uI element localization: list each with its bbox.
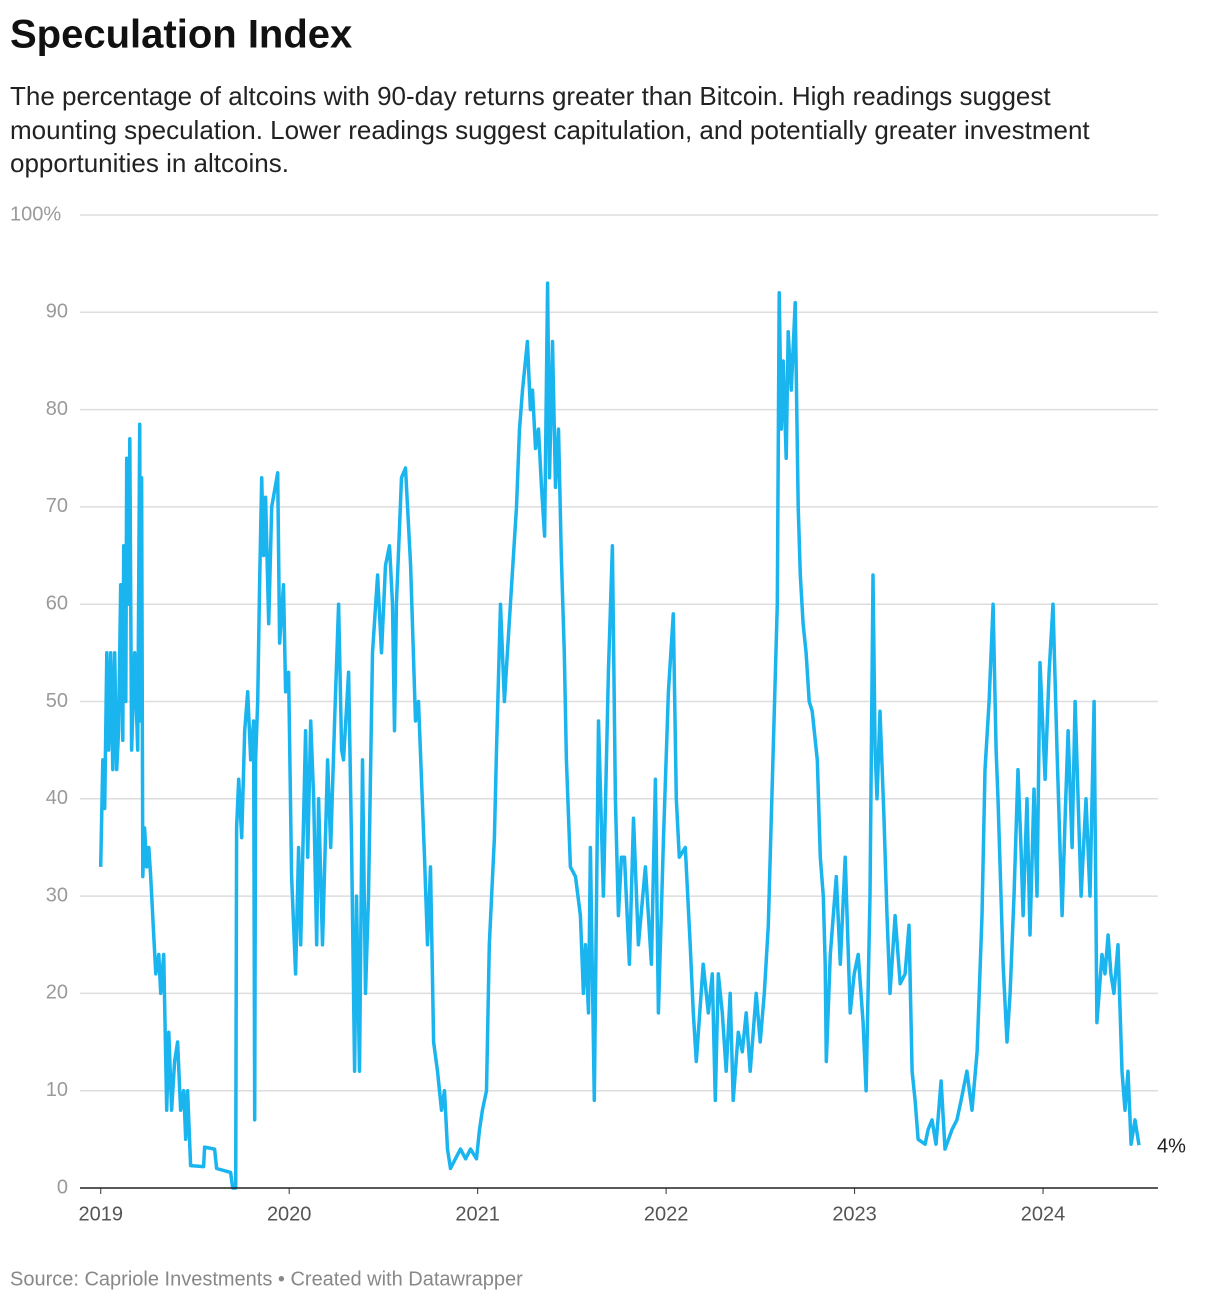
subtitle-line: opportunities in altcoins. (10, 148, 289, 178)
x-tick-label: 2022 (644, 1203, 689, 1225)
y-tick-label: 20 (46, 982, 68, 1004)
source: Source: Capriole Investments • Created w… (10, 1268, 523, 1290)
x-tick-label: 2020 (267, 1203, 312, 1225)
y-tick-label: 80 (46, 398, 68, 420)
series-line (98, 281, 1141, 1190)
x-tick-label: 2019 (78, 1203, 123, 1225)
x-tick-label: 2023 (832, 1203, 877, 1225)
y-tick-label: 30 (46, 884, 68, 906)
y-tick-label: 40 (46, 787, 68, 809)
y-tick-label: 70 (46, 495, 68, 517)
x-tick-label: 2021 (455, 1203, 500, 1225)
subtitle-line: The percentage of altcoins with 90-day r… (10, 81, 1051, 111)
y-tick-label: 100% (10, 203, 61, 225)
y-tick-label: 0 (57, 1176, 68, 1198)
y-tick-label: 10 (46, 1079, 68, 1101)
end-label: 4% (1157, 1135, 1186, 1157)
chart-title: Speculation Index (10, 13, 352, 57)
y-tick-label: 90 (46, 301, 68, 323)
y-tick-label: 50 (46, 690, 68, 712)
x-tick-label: 2024 (1021, 1203, 1066, 1225)
y-tick-label: 60 (46, 592, 68, 614)
subtitle-line: mounting speculation. Lower readings sug… (10, 115, 1090, 145)
